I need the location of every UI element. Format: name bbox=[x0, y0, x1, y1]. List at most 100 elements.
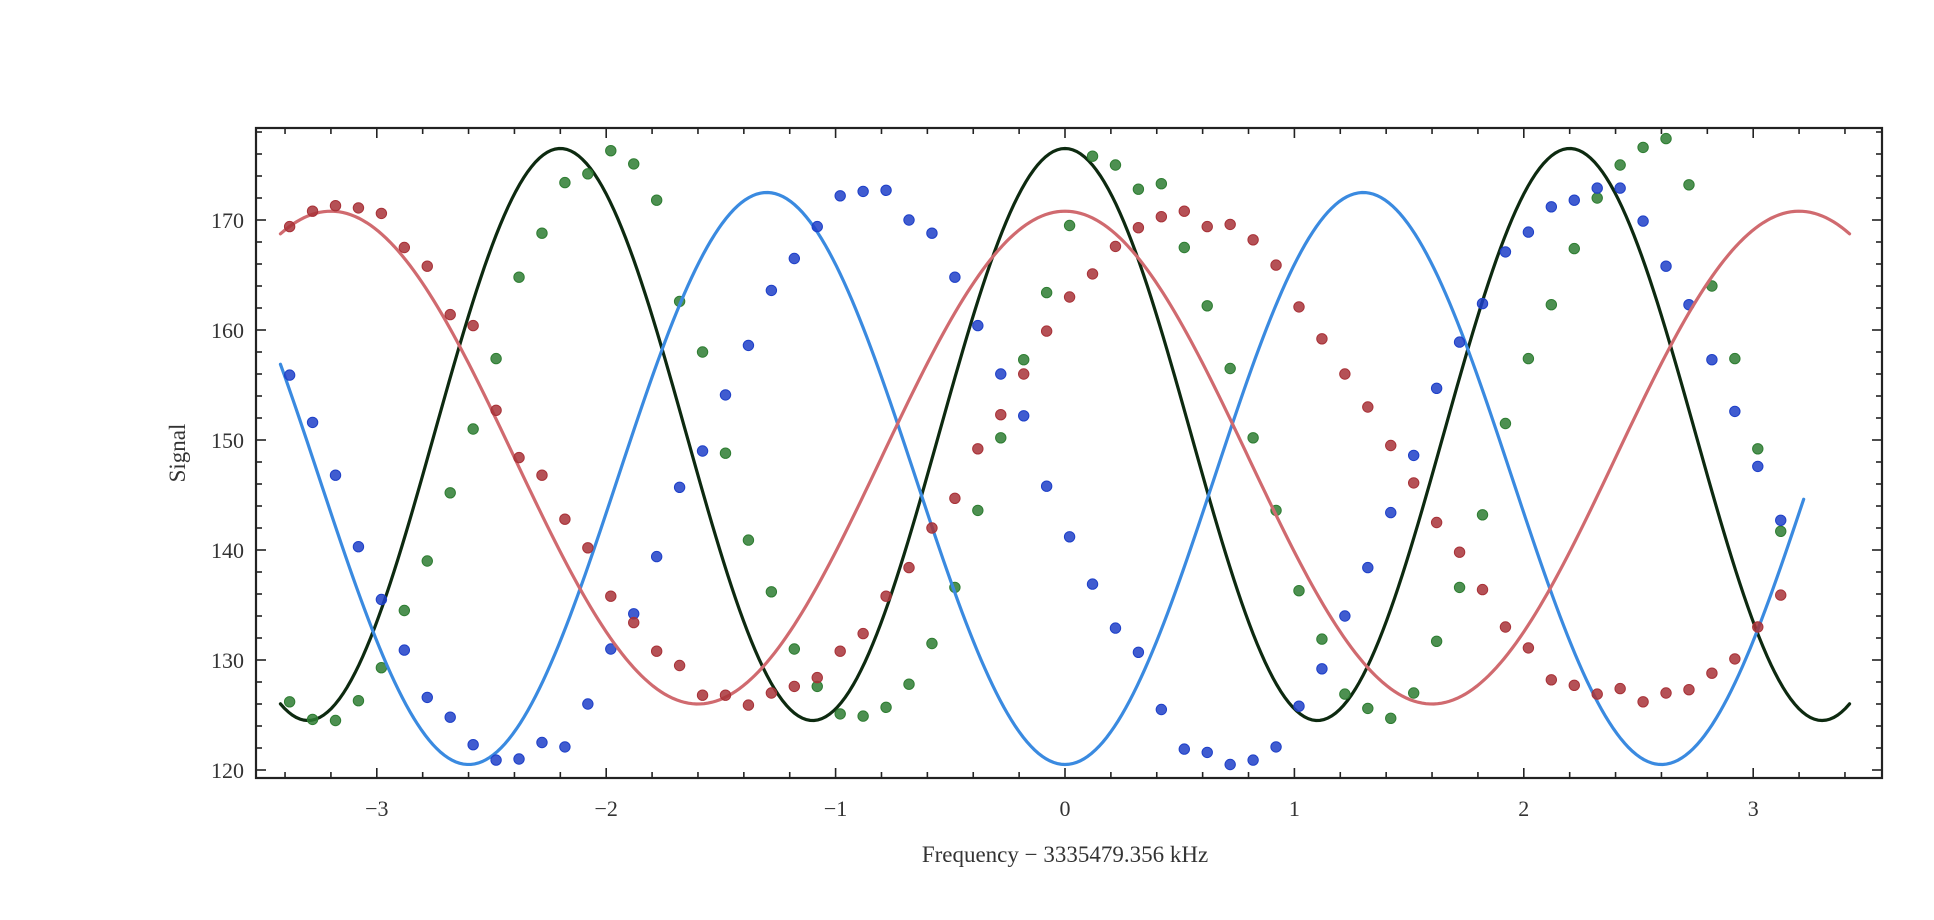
data-point bbox=[696, 445, 709, 457]
data-point bbox=[421, 555, 433, 567]
data-point bbox=[1018, 368, 1030, 380]
data-point bbox=[857, 710, 869, 722]
data-point bbox=[1339, 610, 1351, 622]
data-point bbox=[1362, 401, 1374, 413]
y-tick-label: 140 bbox=[211, 538, 244, 563]
data-point bbox=[834, 190, 846, 202]
data-point bbox=[673, 659, 686, 672]
y-tick-label: 150 bbox=[211, 428, 244, 453]
data-point bbox=[650, 194, 663, 206]
y-tick-label: 130 bbox=[211, 648, 244, 673]
data-point bbox=[1109, 240, 1122, 253]
data-point bbox=[1614, 682, 1626, 695]
data-point bbox=[1247, 754, 1259, 766]
data-point bbox=[536, 227, 548, 239]
data-point bbox=[1591, 688, 1603, 700]
data-point bbox=[1407, 449, 1420, 462]
x-axis-title: Frequency − 3335479.356 kHz bbox=[922, 842, 1208, 867]
data-point bbox=[398, 604, 411, 617]
data-point bbox=[1591, 182, 1603, 194]
y-tick-label: 170 bbox=[211, 208, 244, 233]
data-point bbox=[1545, 299, 1558, 311]
data-point bbox=[352, 541, 365, 553]
data-point bbox=[559, 176, 571, 189]
data-point bbox=[1109, 622, 1122, 634]
data-point bbox=[1430, 516, 1443, 529]
data-point bbox=[1201, 746, 1213, 759]
x-tick-label: 0 bbox=[1060, 796, 1071, 821]
data-point bbox=[582, 542, 594, 554]
data-point bbox=[1086, 268, 1099, 280]
data-point bbox=[306, 713, 319, 726]
data-point bbox=[1706, 667, 1718, 679]
data-point bbox=[1178, 743, 1190, 755]
data-point bbox=[1063, 291, 1076, 303]
data-point bbox=[467, 319, 479, 332]
y-tick-label: 160 bbox=[211, 318, 244, 343]
data-point bbox=[421, 260, 433, 272]
data-point bbox=[1453, 546, 1466, 558]
data-point bbox=[467, 739, 479, 751]
x-tick-labels: −3 −2 −1 0 1 2 3 bbox=[365, 796, 1759, 821]
data-point bbox=[513, 753, 525, 765]
data-point bbox=[811, 220, 823, 233]
data-point bbox=[628, 616, 640, 629]
data-point bbox=[765, 586, 778, 598]
data-point bbox=[1063, 531, 1076, 543]
data-point bbox=[352, 695, 365, 707]
data-point bbox=[1430, 635, 1443, 647]
data-point bbox=[788, 643, 801, 655]
data-point bbox=[1430, 382, 1443, 394]
series-layer bbox=[278, 132, 1852, 771]
data-point bbox=[1637, 696, 1649, 708]
data-point bbox=[1775, 514, 1787, 526]
data-point bbox=[1775, 589, 1787, 601]
data-point bbox=[513, 451, 525, 464]
data-point bbox=[1155, 703, 1168, 716]
x-tick-label: −1 bbox=[824, 796, 847, 821]
data-point bbox=[1270, 741, 1282, 753]
data-point bbox=[582, 168, 594, 180]
data-point bbox=[1453, 336, 1466, 348]
data-point bbox=[995, 368, 1007, 380]
data-point bbox=[1247, 234, 1259, 246]
data-point bbox=[1018, 410, 1030, 422]
data-point bbox=[926, 522, 938, 534]
data-point bbox=[1385, 506, 1397, 519]
data-point bbox=[582, 698, 594, 710]
data-point bbox=[1729, 653, 1741, 665]
x-tick-label: 3 bbox=[1748, 796, 1759, 821]
data-point bbox=[765, 284, 778, 297]
y-axis-title: Signal bbox=[165, 424, 190, 483]
data-point bbox=[811, 671, 823, 684]
data-point bbox=[765, 687, 778, 699]
data-point bbox=[1522, 226, 1535, 238]
data-point bbox=[719, 389, 732, 401]
data-point bbox=[1499, 417, 1512, 430]
data-point bbox=[1729, 405, 1741, 418]
data-point bbox=[605, 590, 617, 602]
data-point bbox=[1683, 684, 1695, 696]
plot-frame bbox=[254, 126, 1884, 780]
data-point bbox=[742, 699, 755, 711]
data-point bbox=[880, 590, 892, 602]
data-point bbox=[1040, 325, 1053, 337]
data-point bbox=[1132, 222, 1145, 234]
data-point bbox=[696, 346, 709, 358]
data-point bbox=[1316, 663, 1328, 675]
data-point bbox=[1155, 211, 1168, 223]
data-point bbox=[329, 469, 342, 481]
data-point bbox=[1407, 477, 1420, 489]
data-point bbox=[444, 308, 456, 321]
data-point bbox=[1201, 300, 1213, 312]
data-point bbox=[1132, 183, 1145, 195]
data-point bbox=[719, 447, 732, 459]
data-point bbox=[1362, 702, 1374, 715]
data-point bbox=[513, 271, 525, 283]
data-point bbox=[329, 200, 342, 212]
data-point bbox=[788, 252, 801, 265]
data-point bbox=[283, 696, 296, 708]
series-red bbox=[278, 200, 1852, 711]
data-point bbox=[1385, 439, 1397, 452]
